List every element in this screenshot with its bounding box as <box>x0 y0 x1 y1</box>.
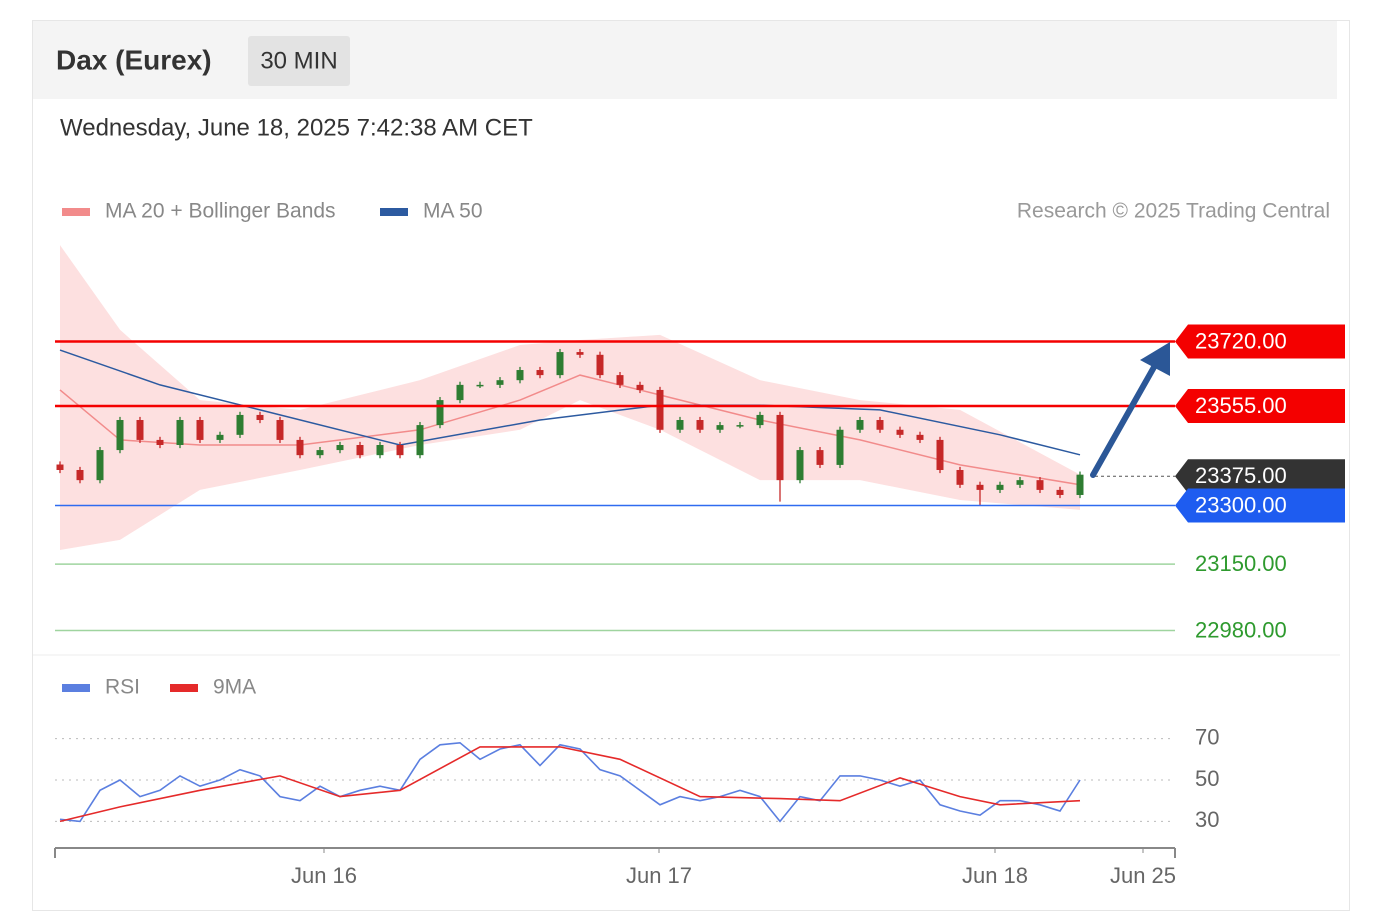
timestamp: Wednesday, June 18, 2025 7:42:38 AM CET <box>60 114 533 141</box>
candle-body <box>96 450 104 481</box>
candle-body <box>616 375 624 385</box>
x-tick-label: Jun 18 <box>962 863 1028 888</box>
candle-body <box>956 469 964 485</box>
candle-body <box>156 439 164 445</box>
candle-body <box>596 354 604 376</box>
level-label: 23300.00 <box>1195 492 1287 517</box>
candle-body <box>656 389 664 430</box>
ma20-line <box>59 374 1081 486</box>
legend-swatch <box>62 208 90 216</box>
legend-label: RSI <box>105 676 140 699</box>
band-layer <box>60 245 1080 551</box>
candle-body <box>536 370 544 376</box>
candle-body <box>136 420 144 440</box>
candle-body <box>876 420 884 430</box>
forecast-arrow <box>1090 357 1161 478</box>
candle-body <box>56 464 64 470</box>
candle-body <box>816 450 824 465</box>
candle-body <box>796 450 804 481</box>
level-label: 23150.00 <box>1195 551 1287 576</box>
candle-body <box>716 425 724 430</box>
interval-badge <box>248 36 350 86</box>
candle-body <box>916 434 924 440</box>
candle-body <box>976 484 984 490</box>
level-label: 22980.00 <box>1195 617 1287 642</box>
level-tag <box>1175 324 1345 359</box>
level-label: 23375.00 <box>1195 463 1287 488</box>
level-tag <box>1175 488 1345 523</box>
x-tick-label: Jun 16 <box>291 863 357 888</box>
candle-body <box>756 414 764 426</box>
candle-body <box>296 439 304 456</box>
legend-label: 9MA <box>213 676 256 699</box>
candle-body <box>1076 474 1084 495</box>
candle-body <box>436 400 444 426</box>
candle-body <box>316 450 324 456</box>
candle-body <box>776 414 784 481</box>
rsi-line <box>59 741 1081 823</box>
candle-body <box>276 420 284 440</box>
candle-body <box>416 425 424 456</box>
candle-body <box>516 370 524 381</box>
forecast-arrowhead <box>1140 342 1170 376</box>
candle-body <box>176 420 184 445</box>
candle-body <box>636 384 644 390</box>
candle-body <box>696 420 704 430</box>
interval-label: 30 MIN <box>260 47 337 74</box>
candle-body <box>936 439 944 470</box>
candle-body <box>576 352 584 355</box>
level-tag <box>1175 388 1345 423</box>
candle-body <box>396 445 404 456</box>
ma50-line <box>59 349 1081 456</box>
candle-body <box>896 429 904 435</box>
candle-body <box>456 384 464 401</box>
candle-body <box>476 384 484 387</box>
x-tick-label: Jun 25 <box>1110 863 1176 888</box>
candle-body <box>1036 480 1044 490</box>
legend-swatch <box>380 208 408 216</box>
y-tick-label: 70 <box>1195 724 1219 749</box>
candle-body <box>196 420 204 440</box>
y-tick-label: 50 <box>1195 766 1219 791</box>
candle-body <box>836 429 844 465</box>
credit: Research © 2025 Trading Central <box>1017 200 1330 223</box>
candle-body <box>216 434 224 440</box>
candle-body <box>76 469 84 481</box>
rsi-ma-line <box>59 746 1081 823</box>
candle-body <box>336 445 344 451</box>
candle-body <box>736 425 744 427</box>
header-bar <box>33 21 1337 99</box>
candle-body <box>116 420 124 451</box>
candle-body <box>996 484 1004 490</box>
candle-body <box>376 445 384 456</box>
legend-label: MA 50 <box>423 200 483 223</box>
candle-body <box>236 414 244 435</box>
x-tick-label: Jun 17 <box>626 863 692 888</box>
mark-layer: MA 20 + Bollinger Bands MA 50 23720.00 2355… <box>54 200 1345 888</box>
candle-body <box>676 420 684 430</box>
bollinger-band <box>60 245 1080 551</box>
candle-body <box>1056 489 1064 495</box>
legend-swatch <box>170 684 198 692</box>
legend-label: MA 20 + Bollinger Bands <box>105 200 336 223</box>
level-label: 23555.00 <box>1195 393 1287 418</box>
level-tag <box>1175 459 1345 494</box>
candle-body <box>1016 480 1024 485</box>
instrument-title: Dax (Eurex) <box>56 44 212 75</box>
legend-swatch <box>62 684 90 692</box>
level-label: 23720.00 <box>1195 328 1287 353</box>
candle-body <box>856 420 864 430</box>
y-tick-label: 30 <box>1195 807 1219 832</box>
candle-body <box>556 352 564 376</box>
candle-body <box>356 445 364 456</box>
candle-body <box>256 414 264 421</box>
candle-body <box>496 380 504 385</box>
